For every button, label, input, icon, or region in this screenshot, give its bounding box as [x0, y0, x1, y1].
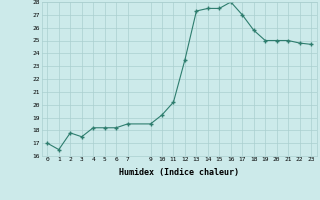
X-axis label: Humidex (Indice chaleur): Humidex (Indice chaleur)	[119, 168, 239, 177]
